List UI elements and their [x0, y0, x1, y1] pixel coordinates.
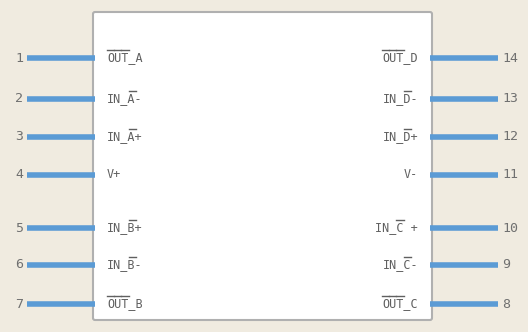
Text: 8: 8	[502, 297, 510, 310]
Text: OUT_C: OUT_C	[382, 297, 418, 310]
Text: 13: 13	[502, 93, 518, 106]
Text: 6: 6	[15, 259, 23, 272]
Text: OUT_B: OUT_B	[107, 297, 143, 310]
Text: IN_D+: IN_D+	[382, 130, 418, 143]
Text: 9: 9	[502, 259, 510, 272]
Text: 4: 4	[15, 169, 23, 182]
Text: IN_B-: IN_B-	[107, 259, 143, 272]
Text: V-: V-	[404, 169, 418, 182]
Text: 11: 11	[502, 169, 518, 182]
Text: OUT_D: OUT_D	[382, 51, 418, 64]
Text: 10: 10	[502, 221, 518, 234]
Text: 2: 2	[15, 93, 23, 106]
Text: 3: 3	[15, 130, 23, 143]
Text: IN_D-: IN_D-	[382, 93, 418, 106]
Text: IN_C-: IN_C-	[382, 259, 418, 272]
Text: OUT_A: OUT_A	[107, 51, 143, 64]
Text: IN_C +: IN_C +	[375, 221, 418, 234]
Text: 12: 12	[502, 130, 518, 143]
Text: 1: 1	[15, 51, 23, 64]
Text: IN_B+: IN_B+	[107, 221, 143, 234]
Text: V+: V+	[107, 169, 121, 182]
Text: 7: 7	[15, 297, 23, 310]
Text: IN_A-: IN_A-	[107, 93, 143, 106]
Text: 14: 14	[502, 51, 518, 64]
Text: IN_A+: IN_A+	[107, 130, 143, 143]
Text: 5: 5	[15, 221, 23, 234]
FancyBboxPatch shape	[93, 12, 432, 320]
